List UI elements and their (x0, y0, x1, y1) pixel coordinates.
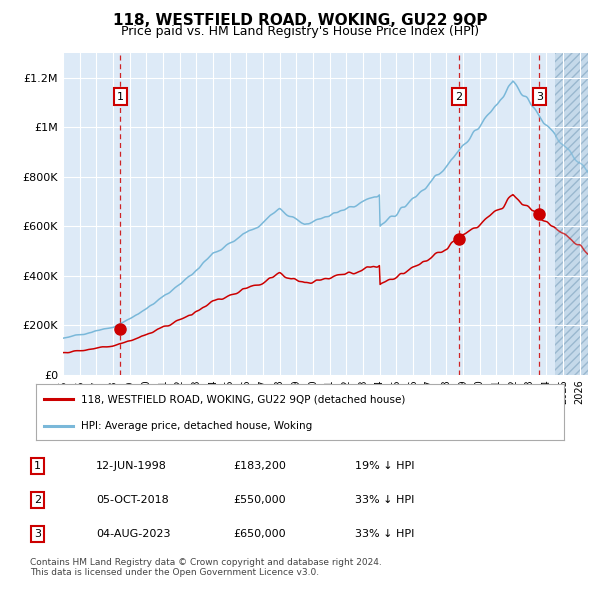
Text: 3: 3 (34, 529, 41, 539)
Text: Price paid vs. HM Land Registry's House Price Index (HPI): Price paid vs. HM Land Registry's House … (121, 25, 479, 38)
Text: 1: 1 (34, 461, 41, 471)
Text: 1: 1 (117, 91, 124, 101)
Text: 19% ↓ HPI: 19% ↓ HPI (355, 461, 415, 471)
Bar (554, 53, 588, 375)
Text: 2: 2 (455, 91, 463, 101)
Text: 05-OCT-2018: 05-OCT-2018 (96, 495, 169, 505)
Text: This data is licensed under the Open Government Licence v3.0.: This data is licensed under the Open Gov… (30, 568, 319, 576)
Text: 33% ↓ HPI: 33% ↓ HPI (355, 529, 415, 539)
Text: £550,000: £550,000 (234, 495, 286, 505)
Text: 12-JUN-1998: 12-JUN-1998 (96, 461, 167, 471)
Text: HPI: Average price, detached house, Woking: HPI: Average price, detached house, Woki… (81, 421, 312, 431)
Text: 04-AUG-2023: 04-AUG-2023 (96, 529, 170, 539)
Text: 118, WESTFIELD ROAD, WOKING, GU22 9QP: 118, WESTFIELD ROAD, WOKING, GU22 9QP (113, 13, 487, 28)
Text: 118, WESTFIELD ROAD, WOKING, GU22 9QP (detached house): 118, WESTFIELD ROAD, WOKING, GU22 9QP (d… (81, 394, 405, 404)
Text: 2: 2 (34, 495, 41, 505)
Text: 3: 3 (536, 91, 543, 101)
Text: 33% ↓ HPI: 33% ↓ HPI (355, 495, 415, 505)
Text: £183,200: £183,200 (234, 461, 287, 471)
Text: £650,000: £650,000 (234, 529, 286, 539)
Text: Contains HM Land Registry data © Crown copyright and database right 2024.: Contains HM Land Registry data © Crown c… (30, 558, 382, 566)
